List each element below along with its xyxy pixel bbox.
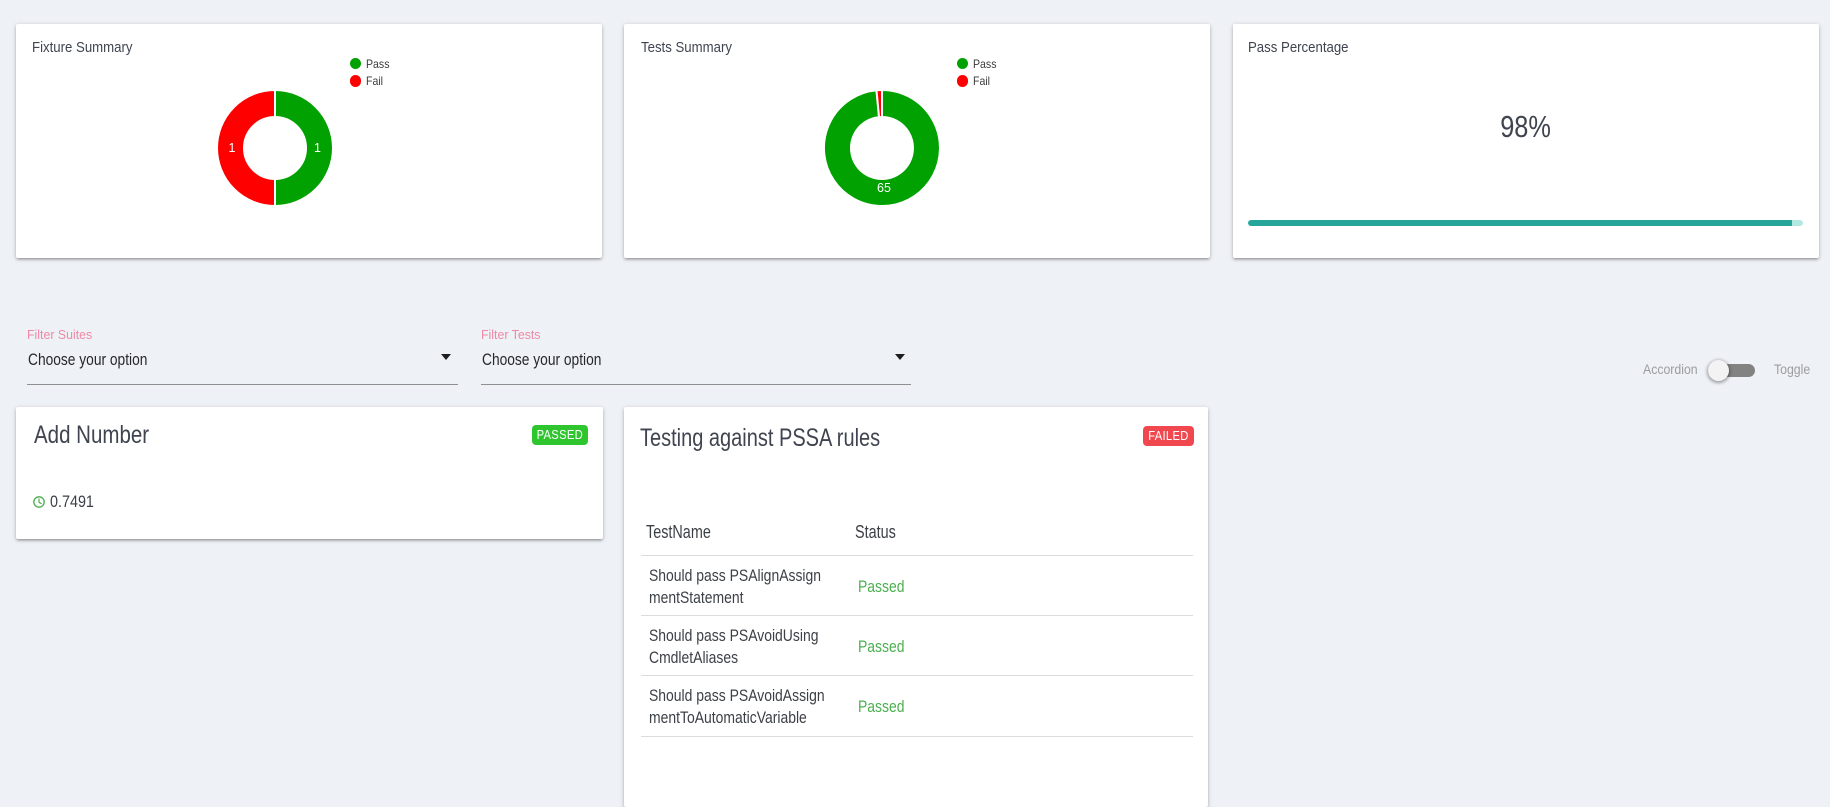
svg-text:1: 1 (229, 141, 236, 155)
svg-text:65: 65 (877, 181, 891, 195)
svg-text:1: 1 (314, 141, 321, 155)
